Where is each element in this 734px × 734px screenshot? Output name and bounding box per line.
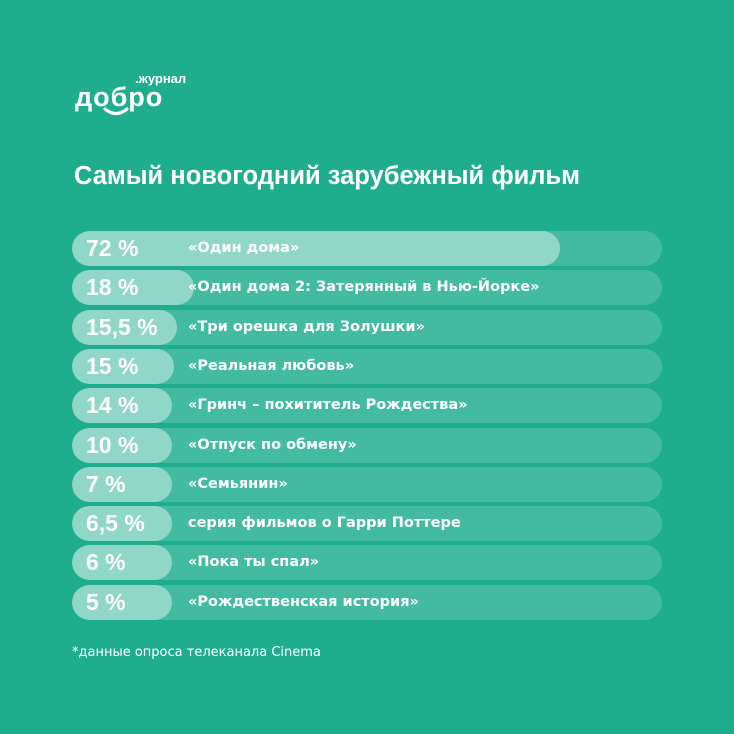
bar-row: 5 % «Рождественская история» (72, 584, 662, 620)
category-label: «Один дома 2: Затерянный в Нью-Йорке» (188, 279, 540, 296)
data-label: 10 % (86, 431, 139, 458)
bar (72, 506, 172, 542)
category-label: «Рождественская история» (188, 593, 419, 610)
brand-logo-main: добро (75, 82, 164, 112)
bar-row: 14 % «Гринч – похититель Рождества» (72, 388, 662, 424)
bar-row: 72 % «Один дома» (72, 231, 662, 266)
bar (72, 231, 561, 266)
bar-row: 18 % «Один дома 2: Затерянный в Нью-Йорке… (72, 270, 662, 306)
category-label: «Гринч – похититель Рождества» (188, 397, 468, 414)
brand-logo: .журнал добро (75, 70, 215, 118)
data-label: 18 % (86, 274, 139, 301)
chart-title: Самый новогодний зарубежный фильм (74, 162, 581, 190)
bar (72, 388, 172, 424)
bar (72, 584, 172, 620)
data-label: 72 % (86, 235, 139, 261)
data-label: 15 % (86, 352, 139, 379)
bar-chart: 72 % «Один дома» 18 % «Один дома 2: Затерян… (72, 231, 662, 621)
bar (72, 466, 172, 502)
category-label: «Семьянин» (188, 475, 288, 492)
bar-row: 6,5 % серия фильмов о Гарри Поттере (72, 506, 662, 542)
bar-row: 15,5 % «Три орешка для Золушки» (72, 309, 662, 345)
bar (72, 309, 178, 345)
data-label: 6 % (86, 549, 126, 576)
bar (72, 348, 174, 384)
data-label: 7 % (86, 470, 126, 497)
category-label: «Реальная любовь» (188, 357, 355, 374)
brand-logo-sub: .журнал (135, 71, 187, 86)
footnote: *данные опроса телеканала Cinema (72, 645, 321, 660)
bar-row: 15 % «Реальная любовь» (72, 348, 662, 384)
data-label: 15,5 % (86, 313, 158, 340)
smile-icon (103, 107, 129, 116)
bar-row: 6 % «Пока ты спал» (72, 545, 662, 581)
category-label: «Один дома» (188, 240, 300, 256)
data-label: 5 % (86, 588, 126, 615)
data-label: 6,5 % (86, 510, 145, 537)
bar (72, 427, 172, 463)
bar (72, 270, 195, 306)
category-label: «Отпуск по обмену» (188, 436, 357, 453)
category-label: «Пока ты спал» (188, 554, 320, 571)
data-label: 14 % (86, 392, 139, 419)
category-label: «Три орешка для Золушки» (188, 318, 425, 335)
bar (72, 545, 172, 581)
category-label: серия фильмов о Гарри Поттере (188, 515, 461, 532)
bar-row: 10 % «Отпуск по обмену» (72, 427, 662, 463)
bar-row: 7 % «Семьянин» (72, 466, 662, 502)
